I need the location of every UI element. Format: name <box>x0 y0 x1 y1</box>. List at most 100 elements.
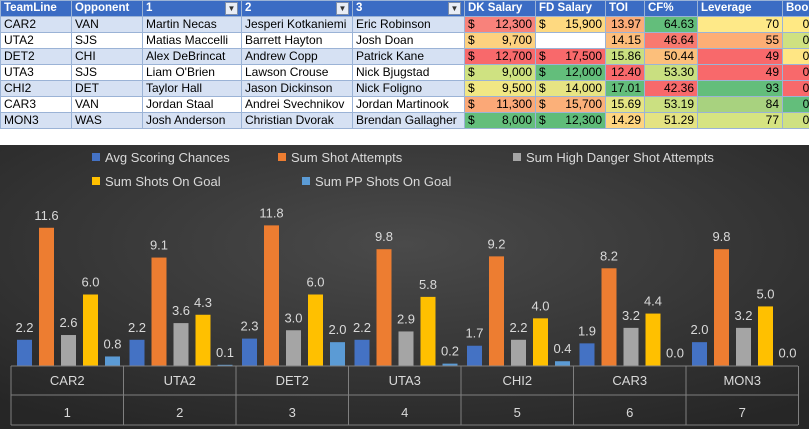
filter-dropdown-icon[interactable]: ▼ <box>336 2 349 15</box>
cell-cf[interactable]: 64.63 <box>644 16 698 33</box>
cell-team[interactable]: CAR2 <box>0 16 72 33</box>
cell-p2[interactable]: Christian Dvorak <box>241 112 353 129</box>
cell-p3[interactable]: Jordan Martinook <box>352 96 465 113</box>
legend-entry: Sum High Danger Shot Attempts <box>526 150 714 165</box>
cell-p3[interactable]: Nick Foligno <box>352 80 465 97</box>
cell-toi[interactable]: 13.97 <box>605 16 645 33</box>
cell-opp[interactable]: WAS <box>71 112 143 129</box>
cell-team[interactable]: UTA3 <box>0 64 72 81</box>
cell-cf[interactable]: 53.19 <box>644 96 698 113</box>
cell-opp[interactable]: CHI <box>71 48 143 65</box>
cell-lev[interactable]: 55 <box>697 32 783 49</box>
header-dk-salary[interactable]: DK Salary <box>464 0 536 17</box>
header-opponent[interactable]: Opponent <box>71 0 143 17</box>
cell-p1[interactable]: Martin Necas <box>142 16 242 33</box>
cell-lev[interactable]: 93 <box>697 80 783 97</box>
cell-fd[interactable]: $14,000 <box>535 80 606 97</box>
cell-fd[interactable]: $15,900 <box>535 16 606 33</box>
cell-boom[interactable]: 0.90 <box>782 80 809 97</box>
cell-p3[interactable]: Nick Bjugstad <box>352 64 465 81</box>
cell-lev[interactable]: 70 <box>697 16 783 33</box>
header-leverage[interactable]: Leverage <box>697 0 783 17</box>
cell-opp[interactable]: SJS <box>71 32 143 49</box>
header-toi[interactable]: TOI <box>605 0 645 17</box>
cell-boom[interactable]: 0.92 <box>782 48 809 65</box>
cell-cf[interactable]: 53.30 <box>644 64 698 81</box>
cell-team[interactable]: CAR3 <box>0 96 72 113</box>
cell-dk[interactable]: $12,700 <box>464 48 536 65</box>
cell-team[interactable]: DET2 <box>0 48 72 65</box>
cell-cf[interactable]: 42.36 <box>644 80 698 97</box>
cell-p2[interactable]: Lawson Crouse <box>241 64 353 81</box>
cell-toi[interactable]: 12.40 <box>605 64 645 81</box>
header-player-1[interactable]: 1 ▼ <box>142 0 242 17</box>
cell-p3[interactable]: Brendan Gallagher <box>352 112 465 129</box>
cell-dk[interactable]: $9,500 <box>464 80 536 97</box>
cell-team[interactable]: MON3 <box>0 112 72 129</box>
cell-p2[interactable]: Barrett Hayton <box>241 32 353 49</box>
cell-fd[interactable] <box>535 32 606 49</box>
cell-lev[interactable]: 77 <box>697 112 783 129</box>
cell-p1[interactable]: Alex DeBrincat <box>142 48 242 65</box>
cell-p2[interactable]: Jesperi Kotkaniemi <box>241 16 353 33</box>
header-fd-salary[interactable]: FD Salary <box>535 0 606 17</box>
data-label: 2.0 <box>690 322 708 337</box>
cell-opp[interactable]: SJS <box>71 64 143 81</box>
header-boom[interactable]: Boom <box>782 0 809 17</box>
cell-fd[interactable]: $17,500 <box>535 48 606 65</box>
cell-boom[interactable]: 0.96 <box>782 112 809 129</box>
cell-toi[interactable]: 14.15 <box>605 32 645 49</box>
cell-p1[interactable]: Josh Anderson <box>142 112 242 129</box>
cell-dk[interactable]: $12,300 <box>464 16 536 33</box>
cell-cf[interactable]: 51.29 <box>644 112 698 129</box>
cell-p2[interactable]: Jason Dickinson <box>241 80 353 97</box>
currency-symbol: $ <box>539 49 546 64</box>
cell-team[interactable]: CHI2 <box>0 80 72 97</box>
cell-p1[interactable]: Jordan Staal <box>142 96 242 113</box>
bar-uta3-s1 <box>354 339 370 366</box>
legend-swatch <box>513 153 521 161</box>
cell-dk[interactable]: $9,700 <box>464 32 536 49</box>
cell-lev[interactable]: 84 <box>697 96 783 113</box>
header-teamline[interactable]: TeamLine <box>0 0 72 17</box>
cell-p3[interactable]: Eric Robinson <box>352 16 465 33</box>
cell-boom[interactable]: 0.96 <box>782 32 809 49</box>
cell-opp[interactable]: VAN <box>71 96 143 113</box>
filter-dropdown-icon[interactable]: ▼ <box>225 2 238 15</box>
cell-dk[interactable]: $9,000 <box>464 64 536 81</box>
cell-lev[interactable]: 49 <box>697 64 783 81</box>
bar-car3-s3 <box>623 327 639 366</box>
cell-p2[interactable]: Andrew Copp <box>241 48 353 65</box>
filter-dropdown-icon[interactable]: ▼ <box>448 2 461 15</box>
cell-opp[interactable]: DET <box>71 80 143 97</box>
cell-cf[interactable]: 46.64 <box>644 32 698 49</box>
cell-p3[interactable]: Patrick Kane <box>352 48 465 65</box>
data-label: 2.2 <box>15 320 33 335</box>
cell-p2[interactable]: Andrei Svechnikov <box>241 96 353 113</box>
cell-fd[interactable]: $15,700 <box>535 96 606 113</box>
cell-toi[interactable]: 14.29 <box>605 112 645 129</box>
cell-p1[interactable]: Matias Maccelli <box>142 32 242 49</box>
cell-fd[interactable]: $12,000 <box>535 64 606 81</box>
cell-toi[interactable]: 15.69 <box>605 96 645 113</box>
cell-dk[interactable]: $11,300 <box>464 96 536 113</box>
header-player-2[interactable]: 2 ▼ <box>241 0 353 17</box>
cell-lev[interactable]: 49 <box>697 48 783 65</box>
header-cf-percent[interactable]: CF% <box>644 0 698 17</box>
cell-boom[interactable]: 0.99 <box>782 96 809 113</box>
cell-p3[interactable]: Josh Doan <box>352 32 465 49</box>
cell-fd[interactable]: $12,300 <box>535 112 606 129</box>
cell-toi[interactable]: 15.86 <box>605 48 645 65</box>
cell-boom[interactable]: 0.90 <box>782 64 809 81</box>
table-row: CHI2 DET Taylor Hall Jason Dickinson Nick Fo… <box>0 80 809 97</box>
cell-cf[interactable]: 50.44 <box>644 48 698 65</box>
cell-boom[interactable]: 0.92 <box>782 16 809 33</box>
cell-toi[interactable]: 17.01 <box>605 80 645 97</box>
bar-uta3-s5 <box>442 363 458 366</box>
cell-p1[interactable]: Liam O'Brien <box>142 64 242 81</box>
cell-opp[interactable]: VAN <box>71 16 143 33</box>
cell-p1[interactable]: Taylor Hall <box>142 80 242 97</box>
cell-dk[interactable]: $8,000 <box>464 112 536 129</box>
header-player-3[interactable]: 3 ▼ <box>352 0 465 17</box>
cell-team[interactable]: UTA2 <box>0 32 72 49</box>
